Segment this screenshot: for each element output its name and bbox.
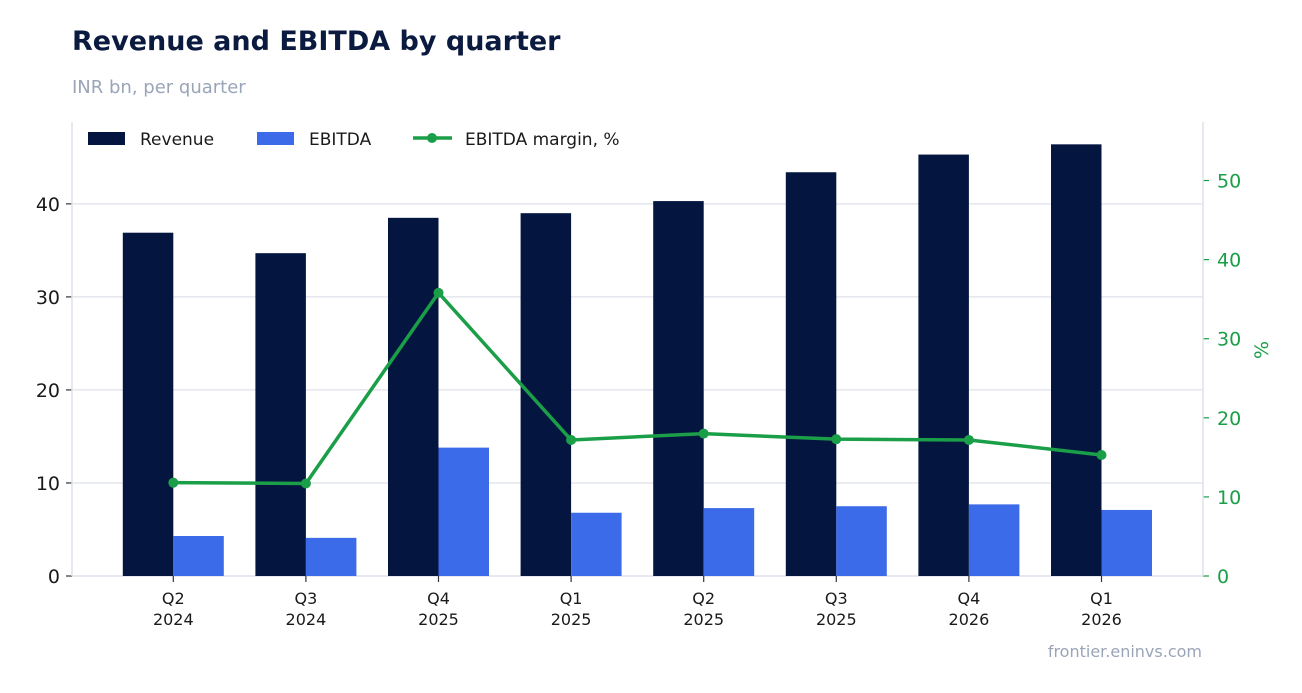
- x-tick-label-year: 2026: [949, 610, 990, 629]
- x-tick-label-year: 2024: [153, 610, 194, 629]
- revenue-bar: [255, 253, 306, 577]
- revenue-bar: [1051, 144, 1102, 576]
- ebitda-margin-point: [566, 434, 577, 445]
- x-tick-label-year: 2025: [816, 610, 857, 629]
- chart-subtitle: INR bn, per quarter: [72, 77, 246, 98]
- x-tick-label-quarter: Q3: [295, 589, 318, 608]
- y-left-tick-label: 40: [36, 194, 60, 216]
- ebitda-bar: [836, 506, 887, 576]
- ebitda-margin-point: [831, 434, 842, 445]
- revenue-bar: [918, 154, 969, 577]
- x-tick-label-quarter: Q4: [427, 589, 450, 608]
- y-right-tick-label: 50: [1217, 171, 1241, 193]
- x-tick-label-year: 2024: [286, 610, 327, 629]
- legend-swatch-ebitda: [257, 132, 294, 145]
- ebitda-margin-point: [963, 434, 974, 445]
- revenue-bar: [122, 232, 174, 576]
- ebitda-bar: [703, 508, 755, 576]
- y-right-tick-label: 40: [1217, 250, 1241, 272]
- revenue-bar: [388, 217, 439, 576]
- y-left-tick-label: 0: [48, 566, 60, 588]
- legend-swatch-margin-point: [427, 133, 437, 143]
- legend-swatch-revenue: [88, 132, 125, 145]
- y-right-axis-label: %: [1251, 341, 1273, 359]
- x-tick-label-quarter: Q1: [1090, 589, 1113, 608]
- ebitda-margin-point: [433, 287, 444, 298]
- x-tick-label-quarter: Q4: [958, 589, 981, 608]
- x-tick-label-year: 2025: [683, 610, 724, 629]
- x-tick-label-year: 2026: [1081, 610, 1122, 629]
- ebitda-margin-point: [698, 428, 709, 439]
- y-right-tick-label: 10: [1217, 487, 1241, 509]
- x-tick-label-quarter: Q1: [560, 589, 583, 608]
- legend-label-revenue: Revenue: [140, 130, 214, 150]
- y-right-tick-label: 20: [1217, 408, 1241, 430]
- ebitda-margin-line: [173, 291, 1102, 486]
- ebitda-bar: [438, 447, 489, 576]
- x-tick-label-quarter: Q2: [162, 589, 185, 608]
- revenue-bar: [785, 172, 837, 576]
- ebitda-margin-point: [1096, 449, 1107, 460]
- source-credit: frontier.eninvs.com: [1047, 642, 1202, 661]
- y-right-tick-label: 30: [1217, 329, 1241, 351]
- x-tick-label-quarter: Q3: [825, 589, 848, 608]
- ebitda-margin-point: [168, 477, 179, 488]
- legend-label-margin: EBITDA margin, %: [465, 130, 620, 150]
- revenue-bar: [653, 201, 704, 576]
- ebitda-bar: [968, 504, 1020, 576]
- y-left-tick-label: 10: [36, 473, 60, 495]
- ebitda-bar: [571, 512, 622, 576]
- y-left-tick-label: 20: [36, 380, 60, 402]
- x-tick-label-year: 2025: [551, 610, 592, 629]
- y-left-tick-label: 30: [36, 287, 60, 309]
- x-tick-label-year: 2025: [418, 610, 459, 629]
- y-right-tick-label: 0: [1217, 566, 1229, 588]
- legend-label-ebitda: EBITDA: [309, 130, 372, 150]
- chart-title: Revenue and EBITDA by quarter: [72, 26, 561, 57]
- ebitda-bar: [1101, 509, 1152, 576]
- x-tick-label-quarter: Q2: [692, 589, 715, 608]
- ebitda-margin-point: [300, 478, 311, 489]
- ebitda-bar: [173, 535, 224, 576]
- ebitda-bar: [305, 537, 357, 576]
